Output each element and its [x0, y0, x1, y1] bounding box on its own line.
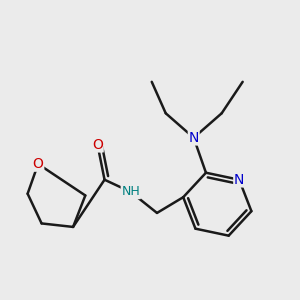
Text: N: N [188, 131, 199, 145]
Text: N: N [234, 173, 244, 187]
Text: O: O [33, 157, 44, 171]
Text: O: O [92, 138, 103, 152]
Text: NH: NH [122, 185, 140, 199]
